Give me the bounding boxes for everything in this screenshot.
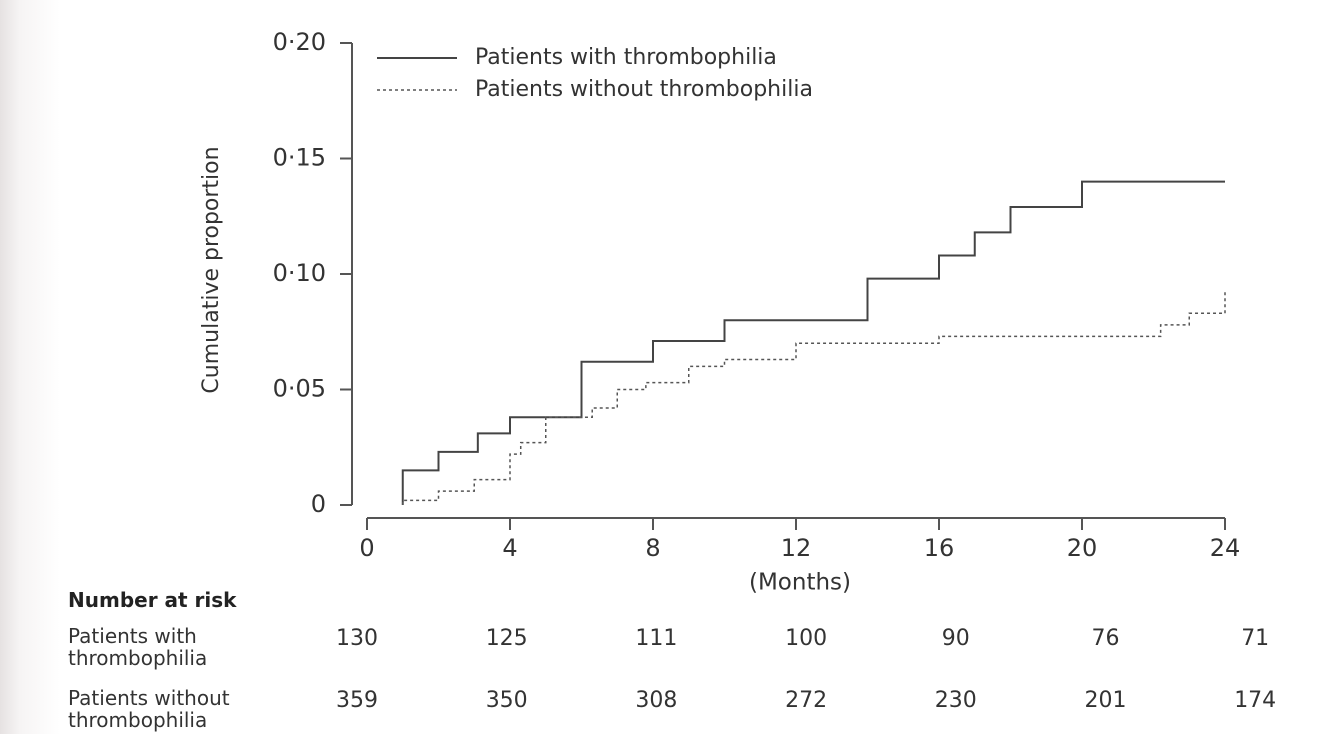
y-tick-label: 0·05	[273, 375, 326, 403]
x-tick-label: 24	[1210, 534, 1241, 562]
y-tick-label: 0·20	[273, 28, 326, 56]
x-tick-label: 16	[924, 534, 955, 562]
x-axis-label: (Months)	[749, 570, 851, 596]
y-tick-label: 0	[311, 490, 326, 518]
risk-value: 100	[785, 626, 827, 651]
risk-value: 125	[486, 626, 528, 651]
risk-value: 111	[635, 626, 677, 651]
risk-value: 130	[336, 626, 378, 651]
risk-row-label: Patients without thrombophilia	[68, 686, 230, 732]
risk-value: 350	[486, 688, 528, 713]
risk-value: 174	[1234, 688, 1276, 713]
risk-value: 71	[1241, 626, 1269, 651]
x-tick-label: 12	[781, 534, 812, 562]
x-tick-label: 4	[502, 534, 517, 562]
risk-value: 308	[635, 688, 677, 713]
x-tick-label: 8	[645, 534, 660, 562]
risk-row-label: Patients with thrombophilia	[68, 624, 208, 670]
risk-value: 272	[785, 688, 827, 713]
series-line	[402, 290, 1226, 505]
risk-value: 76	[1092, 626, 1120, 651]
risk-value: 201	[1085, 688, 1127, 713]
risk-value: 90	[942, 626, 970, 651]
risk-value: 359	[336, 688, 378, 713]
x-tick-label: 0	[359, 534, 374, 562]
y-tick-label: 0·15	[273, 144, 326, 172]
risk-table-title: Number at risk	[68, 588, 237, 612]
y-axis-label: Cumulative proportion	[199, 146, 224, 393]
legend-label: Patients without thrombophilia	[475, 77, 813, 102]
legend-label: Patients with thrombophilia	[475, 45, 777, 70]
series-line	[401, 180, 1225, 505]
risk-value: 230	[935, 688, 977, 713]
y-tick-label: 0·10	[273, 259, 326, 287]
x-tick-label: 20	[1067, 534, 1098, 562]
